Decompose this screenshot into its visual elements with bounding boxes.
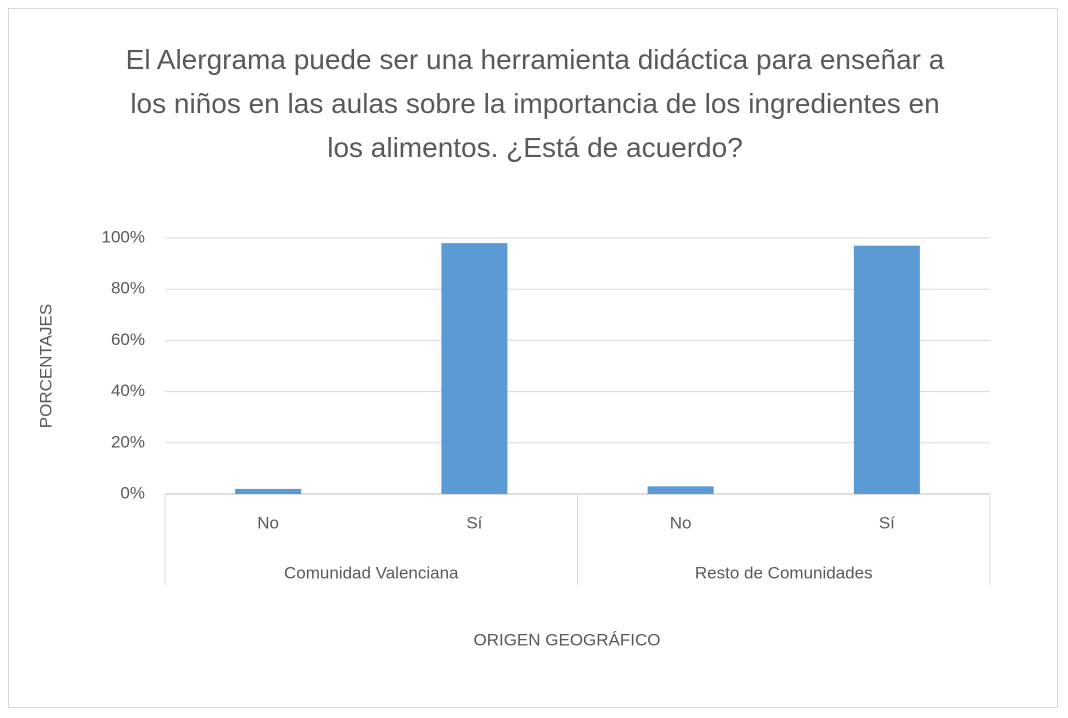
bar (647, 486, 714, 494)
chart-frame (8, 8, 1058, 708)
group-label: Resto de Comunidades (695, 563, 873, 582)
y-axis-title: PORCENTAJES (36, 304, 55, 428)
y-tick-label: 80% (111, 279, 145, 298)
chart-title: El Alergrama puede ser una herramienta d… (125, 44, 945, 163)
group-label: Comunidad Valenciana (284, 563, 459, 582)
bar (235, 488, 302, 494)
x-tick-label: Sí (879, 513, 895, 532)
bar (441, 243, 508, 494)
x-tick-label: Sí (466, 513, 482, 532)
y-tick-label: 100% (102, 227, 145, 246)
x-tick-label: No (670, 513, 692, 532)
x-axis-title: ORIGEN GEOGRÁFICO (473, 630, 660, 649)
y-tick-label: 0% (120, 483, 145, 502)
y-tick-label: 40% (111, 381, 145, 400)
y-tick-label: 20% (111, 432, 145, 451)
bar (853, 245, 920, 494)
y-tick-label: 60% (111, 330, 145, 349)
x-tick-label: No (257, 513, 279, 532)
